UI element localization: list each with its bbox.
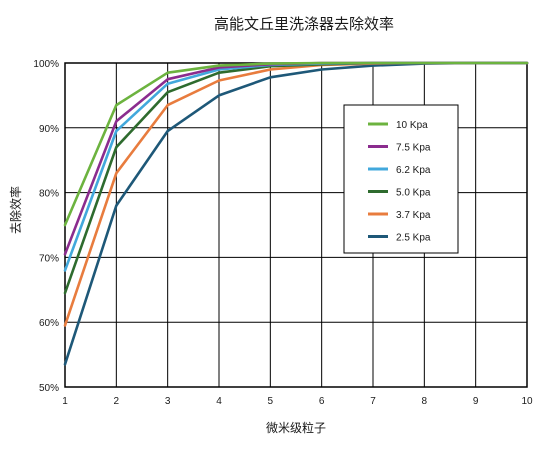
legend-label: 3.7 Kpa: [396, 210, 431, 221]
legend: 10 Kpa 7.5 Kpa 6.2 Kpa 5.0 Kpa 3.7 Kpa 2.5 Kp…: [343, 104, 459, 254]
y-axis-label: 去除效率: [8, 186, 23, 234]
x-tick-label: 4: [216, 396, 222, 407]
legend-label: 10 Kpa: [396, 120, 428, 131]
series-line: [63, 61, 529, 227]
y-tick-label: 60%: [39, 318, 59, 329]
legend-label: 2.5 Kpa: [396, 233, 431, 244]
x-tick-label: 5: [268, 396, 274, 407]
y-axis-ticks: 50% 60% 70% 80% 90% 100%: [33, 59, 59, 394]
y-tick-label: 70%: [39, 253, 59, 264]
x-axis-label: 微米级粒子: [266, 420, 326, 435]
legend-label: 7.5 Kpa: [396, 143, 431, 154]
x-tick-label: 8: [422, 396, 428, 407]
series-lines: [63, 61, 529, 366]
x-tick-label: 7: [370, 396, 376, 407]
y-tick-label: 100%: [33, 59, 59, 70]
x-tick-label: 3: [165, 396, 171, 407]
chart-title: 高能文丘里洗涤器去除效率: [214, 15, 394, 33]
legend-label: 5.0 Kpa: [396, 188, 431, 199]
x-tick-label: 1: [62, 396, 68, 407]
x-tick-label: 9: [473, 396, 479, 407]
x-axis-ticks: 1 2 3 4 5 6 7 8 9 10: [62, 396, 533, 407]
x-tick-label: 10: [521, 396, 533, 407]
y-tick-label: 50%: [39, 383, 59, 394]
legend-box: [343, 104, 459, 254]
y-tick-label: 80%: [39, 189, 59, 200]
y-tick-label: 90%: [39, 124, 59, 135]
x-tick-label: 2: [114, 396, 120, 407]
legend-label: 6.2 Kpa: [396, 165, 431, 176]
x-tick-label: 6: [319, 396, 325, 407]
